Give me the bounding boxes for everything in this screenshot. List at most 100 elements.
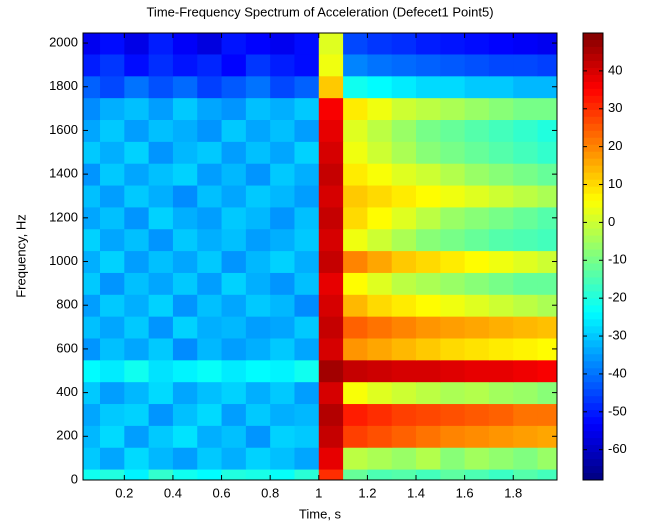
cell bbox=[537, 272, 557, 295]
cell bbox=[245, 425, 271, 448]
cell bbox=[513, 337, 539, 361]
cell bbox=[391, 33, 417, 55]
cell bbox=[148, 250, 174, 273]
cell bbox=[513, 425, 539, 448]
cell bbox=[537, 163, 557, 186]
cell bbox=[148, 469, 174, 480]
cell bbox=[343, 403, 368, 426]
cell bbox=[416, 53, 441, 77]
cell bbox=[537, 206, 557, 230]
cell bbox=[440, 75, 466, 99]
cell bbox=[197, 272, 223, 295]
cell bbox=[488, 359, 514, 383]
cell bbox=[391, 469, 417, 480]
cell bbox=[416, 33, 441, 55]
cell bbox=[464, 403, 490, 426]
colorbar-strip bbox=[583, 39, 603, 48]
cell bbox=[221, 469, 247, 480]
cell bbox=[83, 141, 101, 164]
cell bbox=[124, 425, 150, 448]
cell bbox=[343, 228, 368, 252]
colorbar-strip bbox=[583, 389, 603, 397]
cell bbox=[367, 141, 393, 164]
cell bbox=[440, 294, 466, 317]
cell bbox=[294, 337, 320, 361]
cell bbox=[537, 359, 557, 383]
cell bbox=[197, 206, 223, 230]
colorbar-strip bbox=[583, 193, 603, 202]
cell bbox=[172, 250, 198, 273]
colorbar-strip bbox=[583, 333, 603, 341]
cell bbox=[488, 75, 514, 99]
cell bbox=[318, 97, 344, 121]
cell bbox=[270, 97, 295, 121]
cell bbox=[172, 228, 198, 252]
colorbar-strip bbox=[583, 298, 603, 306]
cell bbox=[197, 33, 223, 55]
cell bbox=[172, 185, 198, 208]
cell bbox=[537, 425, 557, 448]
colorbar-strip bbox=[583, 459, 603, 467]
cell bbox=[148, 272, 174, 295]
colorbar-strip bbox=[583, 417, 603, 425]
cell bbox=[391, 119, 417, 142]
cell bbox=[172, 206, 198, 230]
colorbar-strip bbox=[583, 74, 603, 83]
cell bbox=[367, 75, 393, 99]
cell bbox=[221, 163, 247, 186]
cell bbox=[270, 425, 295, 448]
cell bbox=[318, 381, 344, 405]
colorbar-strip bbox=[583, 284, 603, 292]
cell bbox=[148, 403, 174, 426]
cell bbox=[343, 185, 368, 208]
x-tick-label: 1.6 bbox=[456, 485, 474, 500]
cell bbox=[318, 53, 344, 77]
cell bbox=[343, 33, 368, 55]
cell bbox=[488, 447, 514, 470]
cell bbox=[100, 228, 125, 252]
cell bbox=[440, 141, 466, 164]
cell bbox=[513, 447, 539, 470]
y-tick-label: 0 bbox=[71, 471, 78, 486]
cell bbox=[343, 97, 368, 121]
cell bbox=[100, 53, 125, 77]
cell bbox=[270, 119, 295, 142]
cell bbox=[172, 75, 198, 99]
cell bbox=[245, 469, 271, 480]
colorbar-strip bbox=[583, 186, 603, 195]
cell bbox=[197, 381, 223, 405]
cell bbox=[148, 206, 174, 230]
cell bbox=[294, 272, 320, 295]
cell bbox=[537, 337, 557, 361]
cell bbox=[124, 403, 150, 426]
cell bbox=[537, 33, 557, 55]
cell bbox=[537, 97, 557, 121]
cell bbox=[245, 359, 271, 383]
cell bbox=[221, 206, 247, 230]
cell bbox=[83, 75, 101, 99]
cell bbox=[513, 381, 539, 405]
cell bbox=[318, 163, 344, 186]
cell bbox=[100, 403, 125, 426]
cell bbox=[100, 337, 125, 361]
cell bbox=[343, 337, 368, 361]
cell bbox=[440, 53, 466, 77]
cell bbox=[391, 272, 417, 295]
cell bbox=[391, 228, 417, 252]
cell bbox=[391, 294, 417, 317]
cell bbox=[172, 141, 198, 164]
cell bbox=[172, 33, 198, 55]
cell bbox=[464, 185, 490, 208]
cell bbox=[172, 447, 198, 470]
cell bbox=[464, 294, 490, 317]
y-tick-label: 1000 bbox=[49, 253, 78, 268]
colorbar-strip bbox=[583, 452, 603, 460]
y-tick-label: 1600 bbox=[49, 122, 78, 137]
colorbar-tick-label: 40 bbox=[608, 62, 622, 77]
cell bbox=[318, 447, 344, 470]
colorbar-tick-label: 20 bbox=[608, 138, 622, 153]
cell bbox=[343, 119, 368, 142]
cell bbox=[440, 33, 466, 55]
cell bbox=[197, 425, 223, 448]
